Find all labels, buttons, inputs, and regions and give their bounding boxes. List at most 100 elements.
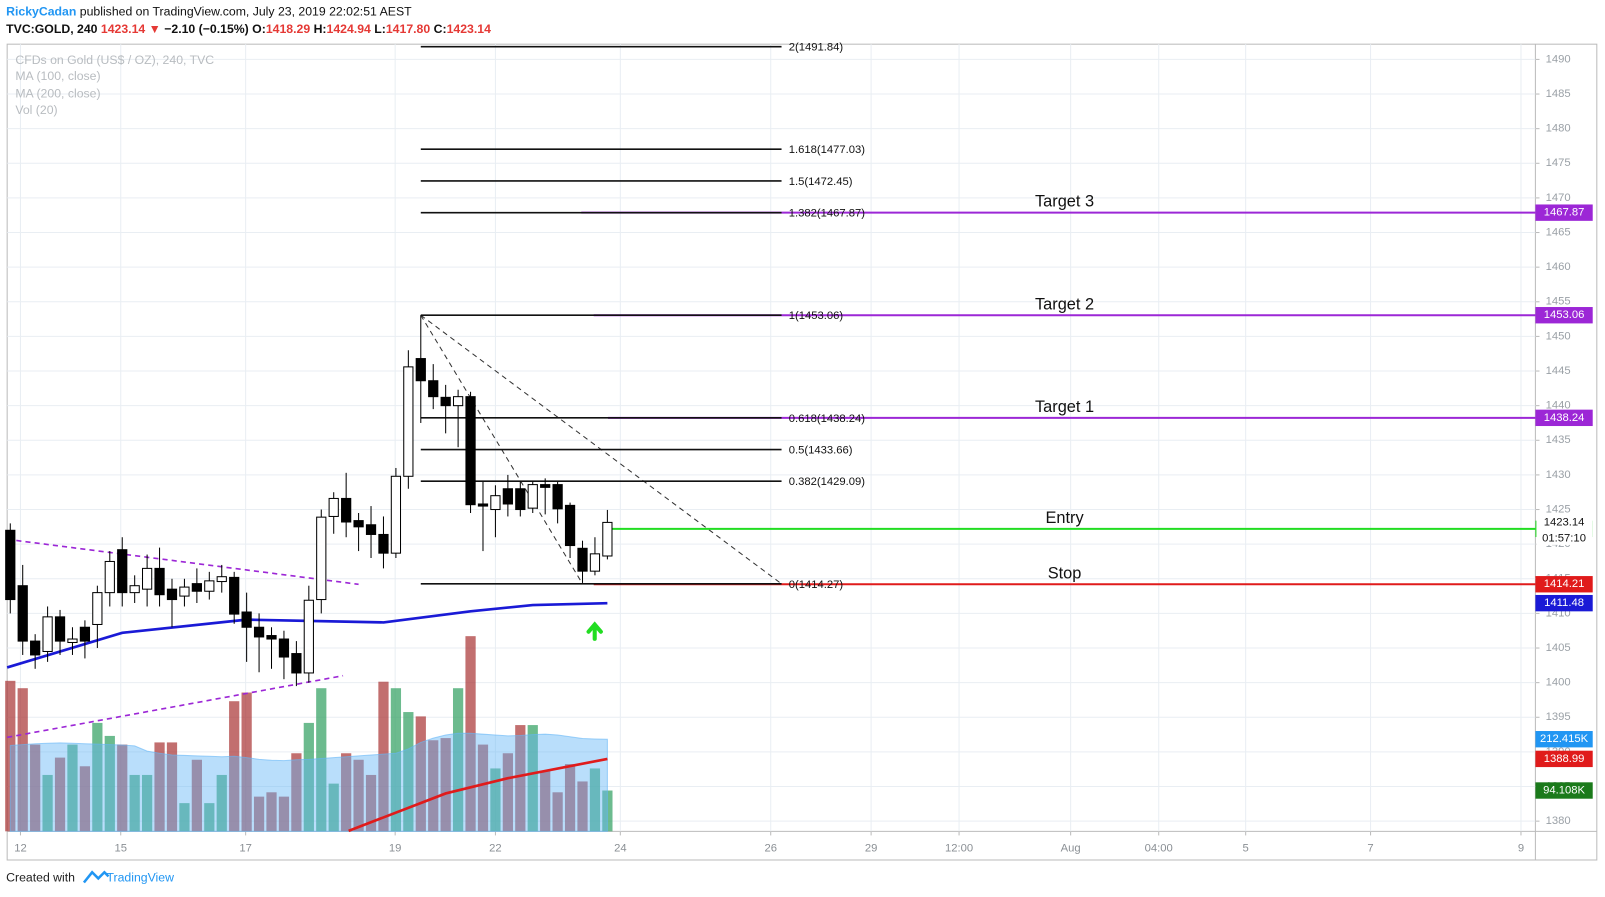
fib-label: 1.618(1477.03) — [789, 144, 866, 156]
y-tick-label: 1425 — [1546, 503, 1571, 515]
y-tick-label: 1490 — [1546, 53, 1571, 65]
author: RickyCadan — [6, 5, 76, 19]
y-tick-label: 1400 — [1546, 677, 1571, 689]
candle-body — [527, 484, 538, 509]
volume-bar — [67, 744, 78, 832]
y-tick-label: 1475 — [1546, 157, 1571, 169]
y-tick-label: 1485 — [1546, 88, 1571, 100]
candle-body — [577, 547, 588, 572]
fib-label: 0.618(1438.24) — [789, 413, 866, 425]
volume-bar — [564, 764, 576, 832]
volume-bar — [365, 774, 377, 832]
x-tick-label: 12:00 — [945, 843, 973, 855]
candle-body — [465, 396, 476, 506]
candle-body — [428, 380, 439, 398]
volume-bar — [216, 774, 227, 832]
x-tick-label: 15 — [114, 843, 127, 855]
candle-body — [42, 616, 53, 652]
current-price-badge — [1536, 514, 1593, 545]
header-item: 1417.80 — [386, 22, 431, 36]
price-badge — [1535, 204, 1593, 221]
volume-bar — [540, 770, 551, 832]
volume-bar — [229, 701, 240, 832]
volume-badge-label: 94.108K — [1543, 784, 1585, 796]
x-tick-label: 04:00 — [1145, 843, 1173, 855]
candle-body — [328, 497, 339, 517]
x-tick-label: 17 — [239, 843, 252, 855]
candle-body — [477, 503, 489, 507]
price-badge — [1535, 576, 1593, 593]
price-badge-label: 1438.24 — [1544, 412, 1585, 424]
candle-body — [129, 585, 140, 594]
y-tick-label: 1470 — [1546, 192, 1571, 204]
volume — [5, 636, 613, 832]
candle-body — [5, 529, 16, 601]
volume-bar — [552, 792, 563, 832]
candle-body — [253, 626, 265, 638]
volume-bar — [104, 735, 115, 832]
candle-body — [515, 488, 526, 511]
header-item: O: — [252, 22, 266, 36]
legend-item: Vol (20) — [15, 103, 57, 117]
volume-bar — [390, 688, 402, 832]
header-item: ▼ — [145, 22, 164, 36]
candle-body — [278, 638, 290, 658]
price-badge — [1535, 750, 1593, 768]
x-tick-label: 26 — [764, 843, 777, 855]
up-arrow — [586, 621, 603, 641]
header-item: 1423.14 — [101, 22, 146, 36]
candle-body — [303, 599, 314, 674]
candle-body — [204, 580, 215, 592]
candle-body — [229, 576, 240, 615]
candle-body — [540, 484, 551, 488]
current-price-label: 1423.14 — [1544, 516, 1585, 528]
candle-body — [378, 533, 389, 554]
y-tick-label: 1440 — [1546, 400, 1571, 412]
footer-brand: TradingView — [106, 871, 174, 885]
legend-item: MA (200, close) — [15, 87, 100, 101]
volume-bar — [440, 738, 451, 832]
level-annotation: Target 2 — [1035, 295, 1094, 313]
ma-line — [6, 601, 608, 669]
price-badge — [1535, 409, 1593, 427]
volume-bar — [30, 744, 41, 832]
volume-bar — [166, 742, 178, 832]
logo — [82, 870, 110, 884]
price-badge — [1535, 307, 1593, 324]
legend-title: CFDs on Gold (US$ / OZ), 240, TVC — [15, 53, 214, 67]
published: published on TradingView.com, July 23, 2… — [76, 5, 412, 19]
volume-bar — [341, 753, 352, 832]
candle-body — [403, 366, 414, 477]
volume-bar — [477, 744, 489, 832]
volume-bar — [328, 783, 339, 832]
y-tick-label: 1465 — [1546, 227, 1571, 239]
y-tick-label: 1445 — [1546, 365, 1571, 377]
x-tick-label: 22 — [489, 843, 502, 855]
grid: 1380138513901395140014051410141514201425… — [7, 44, 1571, 855]
volume-bar — [378, 681, 389, 832]
volume-bar — [117, 744, 128, 832]
candle-body — [79, 626, 91, 642]
x-tick-label: 9 — [1518, 843, 1524, 855]
volume-bar — [316, 688, 327, 832]
price-badge — [1535, 594, 1593, 612]
volume-bar — [191, 759, 202, 832]
volume-bar — [204, 803, 215, 832]
fib-label: 1.382(1467.87) — [789, 208, 866, 220]
candle-body — [602, 521, 613, 557]
volume-bar — [129, 774, 140, 832]
y-tick-label: 1480 — [1546, 123, 1571, 135]
level-annotation: Target 1 — [1035, 398, 1094, 416]
price-badge-label: 1388.99 — [1544, 753, 1585, 765]
candle-body — [415, 358, 426, 382]
volume-bar — [42, 774, 53, 832]
candle-body — [440, 396, 451, 407]
volume-bar — [490, 768, 501, 832]
candle-body — [179, 586, 190, 597]
header-item: 1418.29 — [266, 22, 311, 36]
candle-body — [365, 524, 377, 535]
volume-ma-area — [9, 732, 608, 832]
trend-line — [7, 538, 359, 586]
